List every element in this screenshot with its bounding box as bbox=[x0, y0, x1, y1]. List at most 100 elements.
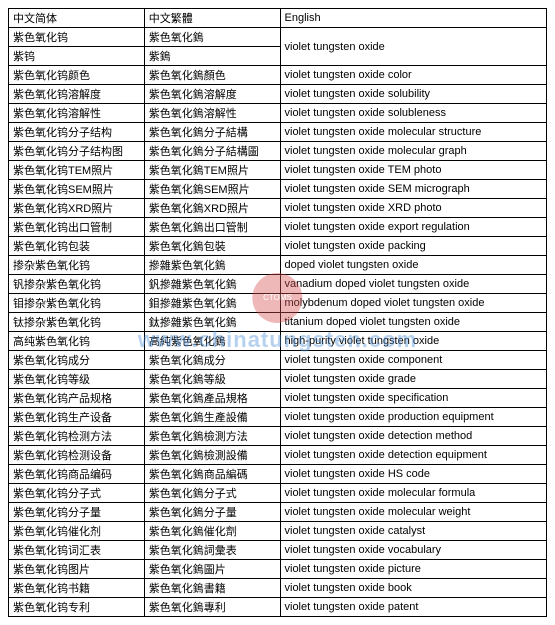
table-row: 钛掺杂紫色氧化钨鈦摻雜紫色氧化鎢titanium doped violet tu… bbox=[9, 313, 547, 332]
cell-sc: 紫色氧化钨分子结构 bbox=[9, 123, 145, 142]
cell-tc: 紫色氧化鎢顏色 bbox=[144, 66, 280, 85]
cell-sc: 紫色氧化钨专利 bbox=[9, 598, 145, 617]
cell-sc: 紫色氧化钨 bbox=[9, 28, 145, 47]
table-body: 紫色氧化钨 紫色氧化鎢 violet tungsten oxide 紫钨 紫鎢 … bbox=[9, 28, 547, 617]
table-row: 紫色氧化钨商品编码紫色氧化鎢商品編碼violet tungsten oxide … bbox=[9, 465, 547, 484]
cell-tc: 釩摻雜紫色氧化鎢 bbox=[144, 275, 280, 294]
cell-en: titanium doped violet tungsten oxide bbox=[280, 313, 547, 332]
cell-sc: 紫色氧化钨TEM照片 bbox=[9, 161, 145, 180]
cell-en: violet tungsten oxide XRD photo bbox=[280, 199, 547, 218]
cell-en: violet tungsten oxide molecular graph bbox=[280, 142, 547, 161]
table-row: 紫色氧化钨 紫色氧化鎢 violet tungsten oxide bbox=[9, 28, 547, 47]
cell-tc: 紫色氧化鎢SEM照片 bbox=[144, 180, 280, 199]
cell-tc: 紫色氧化鎢分子結構圖 bbox=[144, 142, 280, 161]
cell-en: violet tungsten oxide HS code bbox=[280, 465, 547, 484]
cell-en: violet tungsten oxide specification bbox=[280, 389, 547, 408]
table-row: 紫色氧化钨包装紫色氧化鎢包裝violet tungsten oxide pack… bbox=[9, 237, 547, 256]
table-row: 紫色氧化钨产品规格紫色氧化鎢產品規格violet tungsten oxide … bbox=[9, 389, 547, 408]
table-row: 紫色氧化钨分子结构图紫色氧化鎢分子結構圖violet tungsten oxid… bbox=[9, 142, 547, 161]
cell-tc: 紫色氧化鎢詞彙表 bbox=[144, 541, 280, 560]
cell-en: violet tungsten oxide packing bbox=[280, 237, 547, 256]
cell-en: violet tungsten oxide solubility bbox=[280, 85, 547, 104]
table-row: 高纯紫色氧化钨高純紫色氧化鎢high-purity violet tungste… bbox=[9, 332, 547, 351]
header-simplified: 中文简体 bbox=[9, 9, 145, 28]
cell-tc: 紫色氧化鎢TEM照片 bbox=[144, 161, 280, 180]
table-row: 紫色氧化钨催化剂紫色氧化鎢催化劑violet tungsten oxide ca… bbox=[9, 522, 547, 541]
table-row: 紫色氧化钨溶解度紫色氧化鎢溶解度violet tungsten oxide so… bbox=[9, 85, 547, 104]
table-row: 紫色氧化钨分子量紫色氧化鎢分子量violet tungsten oxide mo… bbox=[9, 503, 547, 522]
table-row: 紫色氧化钨成分紫色氧化鎢成分violet tungsten oxide comp… bbox=[9, 351, 547, 370]
table-row: 紫色氧化钨溶解性紫色氧化鎢溶解性violet tungsten oxide so… bbox=[9, 104, 547, 123]
cell-sc: 紫色氧化钨溶解性 bbox=[9, 104, 145, 123]
header-traditional: 中文繁體 bbox=[144, 9, 280, 28]
cell-sc: 紫色氧化钨出口管制 bbox=[9, 218, 145, 237]
cell-sc: 紫色氧化钨检测方法 bbox=[9, 427, 145, 446]
cell-en: molybdenum doped violet tungsten oxide bbox=[280, 294, 547, 313]
cell-tc: 紫色氧化鎢分子結構 bbox=[144, 123, 280, 142]
table-row: 紫色氧化钨分子式紫色氧化鎢分子式violet tungsten oxide mo… bbox=[9, 484, 547, 503]
cell-sc: 紫色氧化钨图片 bbox=[9, 560, 145, 579]
cell-en: violet tungsten oxide molecular structur… bbox=[280, 123, 547, 142]
cell-tc: 紫色氧化鎢分子式 bbox=[144, 484, 280, 503]
table-row: 紫色氧化钨分子结构紫色氧化鎢分子結構violet tungsten oxide … bbox=[9, 123, 547, 142]
cell-sc: 紫色氧化钨产品规格 bbox=[9, 389, 145, 408]
cell-sc: 紫色氧化钨包装 bbox=[9, 237, 145, 256]
table-row: 钼掺杂紫色氧化钨鉬摻雜紫色氧化鎢molybdenum doped violet … bbox=[9, 294, 547, 313]
cell-en: violet tungsten oxide detection method bbox=[280, 427, 547, 446]
cell-sc: 紫钨 bbox=[9, 47, 145, 66]
table-row: 紫色氧化钨等级紫色氧化鎢等級violet tungsten oxide grad… bbox=[9, 370, 547, 389]
cell-sc: 紫色氧化钨成分 bbox=[9, 351, 145, 370]
cell-en: violet tungsten oxide component bbox=[280, 351, 547, 370]
table-row: 紫色氧化钨书籍紫色氧化鎢書籍violet tungsten oxide book bbox=[9, 579, 547, 598]
table-row: 紫色氧化钨颜色紫色氧化鎢顏色violet tungsten oxide colo… bbox=[9, 66, 547, 85]
cell-tc: 紫色氧化鎢XRD照片 bbox=[144, 199, 280, 218]
cell-tc: 紫色氧化鎢書籍 bbox=[144, 579, 280, 598]
cell-tc: 紫鎢 bbox=[144, 47, 280, 66]
cell-tc: 紫色氧化鎢檢測設備 bbox=[144, 446, 280, 465]
table-row: 紫色氧化钨专利紫色氧化鎢專利violet tungsten oxide pate… bbox=[9, 598, 547, 617]
cell-en: violet tungsten oxide molecular weight bbox=[280, 503, 547, 522]
glossary-table: 中文简体 中文繁體 English 紫色氧化钨 紫色氧化鎢 violet tun… bbox=[8, 8, 547, 617]
cell-sc: 紫色氧化钨催化剂 bbox=[9, 522, 145, 541]
cell-tc: 紫色氧化鎢專利 bbox=[144, 598, 280, 617]
cell-en: violet tungsten oxide detection equipmen… bbox=[280, 446, 547, 465]
cell-sc: 紫色氧化钨商品编码 bbox=[9, 465, 145, 484]
cell-tc: 紫色氧化鎢商品編碼 bbox=[144, 465, 280, 484]
cell-tc: 紫色氧化鎢生產設備 bbox=[144, 408, 280, 427]
cell-tc: 紫色氧化鎢成分 bbox=[144, 351, 280, 370]
cell-en: violet tungsten oxide color bbox=[280, 66, 547, 85]
cell-tc: 紫色氧化鎢分子量 bbox=[144, 503, 280, 522]
cell-tc: 紫色氧化鎢溶解度 bbox=[144, 85, 280, 104]
cell-tc: 紫色氧化鎢溶解性 bbox=[144, 104, 280, 123]
table-header-row: 中文简体 中文繁體 English bbox=[9, 9, 547, 28]
cell-sc: 钼掺杂紫色氧化钨 bbox=[9, 294, 145, 313]
cell-sc: 紫色氧化钨分子量 bbox=[9, 503, 145, 522]
cell-en: doped violet tungsten oxide bbox=[280, 256, 547, 275]
table-row: 紫色氧化钨检测设备紫色氧化鎢檢測設備violet tungsten oxide … bbox=[9, 446, 547, 465]
cell-tc: 紫色氧化鎢檢測方法 bbox=[144, 427, 280, 446]
cell-sc: 紫色氧化钨溶解度 bbox=[9, 85, 145, 104]
cell-sc: 紫色氧化钨SEM照片 bbox=[9, 180, 145, 199]
cell-tc: 摻雜紫色氧化鎢 bbox=[144, 256, 280, 275]
table-row: 紫色氧化钨生产设备紫色氧化鎢生產設備violet tungsten oxide … bbox=[9, 408, 547, 427]
cell-tc: 鈦摻雜紫色氧化鎢 bbox=[144, 313, 280, 332]
cell-sc: 钒掺杂紫色氧化钨 bbox=[9, 275, 145, 294]
cell-tc: 紫色氧化鎢 bbox=[144, 28, 280, 47]
cell-en: violet tungsten oxide book bbox=[280, 579, 547, 598]
cell-sc: 紫色氧化钨分子结构图 bbox=[9, 142, 145, 161]
table-row: 紫色氧化钨图片紫色氧化鎢圖片violet tungsten oxide pict… bbox=[9, 560, 547, 579]
cell-en: violet tungsten oxide export regulation bbox=[280, 218, 547, 237]
cell-en: violet tungsten oxide vocabulary bbox=[280, 541, 547, 560]
cell-sc: 紫色氧化钨等级 bbox=[9, 370, 145, 389]
cell-sc: 紫色氧化钨生产设备 bbox=[9, 408, 145, 427]
header-english: English bbox=[280, 9, 547, 28]
cell-tc: 紫色氧化鎢催化劑 bbox=[144, 522, 280, 541]
cell-en: vanadium doped violet tungsten oxide bbox=[280, 275, 547, 294]
cell-tc: 高純紫色氧化鎢 bbox=[144, 332, 280, 351]
table-row: 紫色氧化钨出口管制紫色氧化鎢出口管制violet tungsten oxide … bbox=[9, 218, 547, 237]
table-row: 紫色氧化钨TEM照片紫色氧化鎢TEM照片violet tungsten oxid… bbox=[9, 161, 547, 180]
cell-sc: 紫色氧化钨XRD照片 bbox=[9, 199, 145, 218]
cell-en-merged: violet tungsten oxide bbox=[280, 28, 547, 66]
cell-tc: 鉬摻雜紫色氧化鎢 bbox=[144, 294, 280, 313]
cell-tc: 紫色氧化鎢產品規格 bbox=[144, 389, 280, 408]
